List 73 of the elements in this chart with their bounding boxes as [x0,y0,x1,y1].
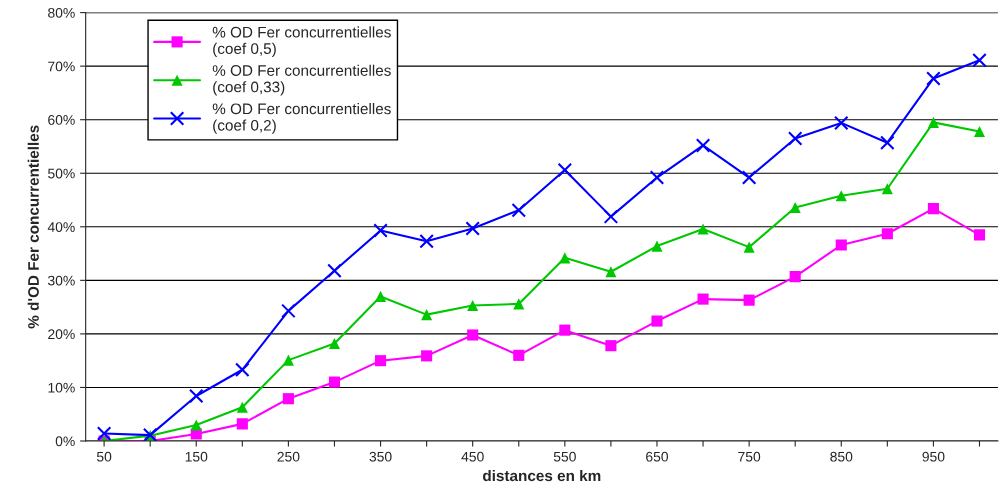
y-axis-title: % d'OD Fer concurrentielles [27,125,39,329]
x-tick-label: 650 [646,451,669,462]
x-tick-label: 350 [369,451,392,462]
x-axis-title: distances en km [482,469,601,482]
y-tick-label: 10% [48,382,75,393]
y-tick-label: 80% [48,7,75,18]
point [973,125,986,138]
x-tick-label: 850 [830,451,853,462]
point [373,223,388,238]
point [927,116,939,128]
x-tick-label: 450 [461,451,484,462]
point [421,309,433,321]
y-tick-label: 50% [48,168,75,179]
point [651,315,663,327]
x-tick-label: 50 [96,451,112,462]
point [374,290,387,302]
point [972,52,987,68]
point [465,221,480,236]
point [467,329,479,341]
point [282,393,294,405]
x-tick-label: 550 [553,451,576,462]
legend-label: % OD Fer concurrentielles (coef 0,2) [212,103,391,134]
point [697,223,709,235]
point [374,355,387,367]
point [651,240,663,252]
point [513,349,525,361]
point [787,131,803,146]
point [741,170,757,185]
y-tick-label: 40% [47,222,75,232]
point [697,293,709,305]
point [789,201,801,214]
legend-label: % OD Fer concurrentielles (coef 0,33) [212,64,391,96]
point [328,376,341,388]
x-tick-label: 950 [922,451,945,462]
point [236,418,248,430]
point [96,426,112,441]
point [743,241,755,253]
point [926,71,941,86]
point [835,239,847,251]
point [833,115,849,131]
point [927,203,939,215]
point [789,271,801,283]
y-tick-label: 60% [48,115,75,125]
point [649,170,665,185]
y-tick-label: 0% [55,436,75,447]
point [511,202,527,218]
y-tick-label: 70% [48,61,75,72]
point [881,228,893,240]
point [467,299,479,312]
point [236,401,248,413]
point [282,354,294,366]
x-tick-label: 750 [738,451,761,462]
legend-label: % OD Fer concurrentielles (coef 0,5) [212,26,391,58]
point [605,340,617,352]
point [421,350,433,362]
point [188,388,204,404]
x-tick-label: 150 [185,451,208,462]
point [605,266,617,278]
point [327,263,342,278]
point [880,135,895,151]
point [328,337,341,350]
point [419,233,434,249]
x-tick-label: 250 [277,451,300,462]
y-tick-label: 20% [48,329,75,340]
point [743,294,755,306]
y-tick-label: 30% [48,275,75,286]
point [973,229,986,241]
point [695,138,711,153]
point [557,162,573,178]
point [559,324,571,336]
point [235,362,250,378]
point [603,209,619,224]
point [281,303,296,319]
